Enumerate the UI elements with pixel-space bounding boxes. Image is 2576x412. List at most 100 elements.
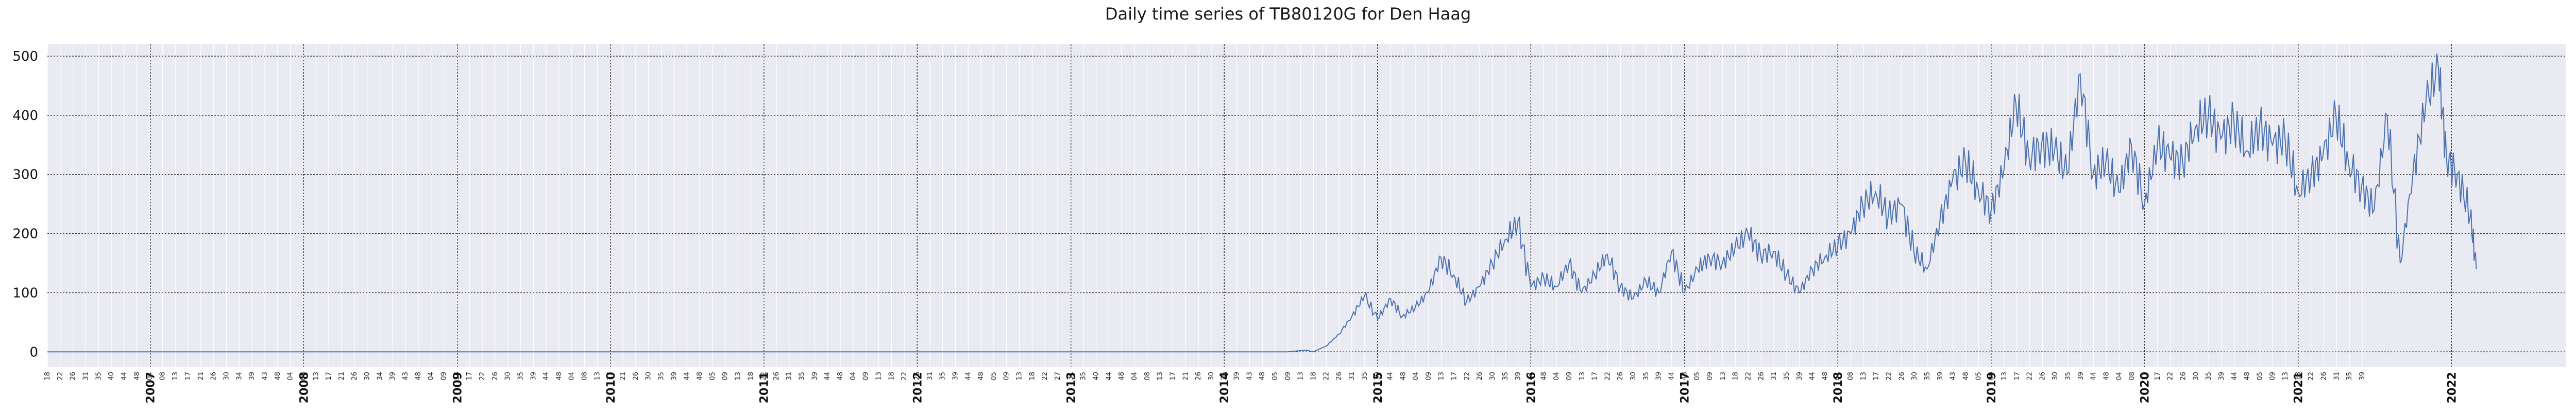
x-tick-week-label: 18	[1732, 372, 1740, 381]
x-tick-week-label: 13	[1719, 372, 1727, 381]
x-tick-week-label: 04	[1412, 372, 1420, 381]
x-tick-week-label: 22	[479, 372, 486, 381]
x-tick-week-label: 13	[1016, 372, 1024, 381]
x-tick-year-label: 2019	[1986, 372, 1998, 403]
x-tick-week-label: 35	[939, 372, 947, 381]
x-tick-week-label: 39	[1233, 372, 1241, 381]
x-tick-week-label: 17	[1169, 372, 1177, 381]
x-tick-week-label: 05	[709, 372, 717, 381]
x-tick-week-label: 30	[1911, 372, 1919, 381]
x-tick-week-label: 26	[2320, 372, 2328, 381]
x-tick-week-label: 30	[504, 372, 512, 381]
x-tick-week-label: 08	[2128, 372, 2136, 381]
x-tick-week-label: 26	[2179, 372, 2187, 381]
series-layer	[47, 53, 2477, 353]
x-tick-week-label: 35	[658, 372, 666, 381]
x-tick-week-label: 18	[1028, 372, 1036, 381]
x-tick-week-label: 39	[670, 372, 678, 381]
x-tick-week-label: 48	[133, 372, 141, 381]
x-tick-week-label: 09	[722, 372, 730, 381]
x-tick-week-label: 05	[1693, 372, 1701, 381]
x-tick-week-label: 48	[696, 372, 704, 381]
x-tick-week-label: 30	[1489, 372, 1497, 381]
x-tick-year-label: 2017	[1679, 372, 1692, 403]
x-tick-week-label: 21	[338, 372, 346, 381]
x-tick-week-label: 22	[1323, 372, 1330, 381]
x-tick-week-label: 26	[1476, 372, 1484, 381]
x-tick-week-label: 26	[1335, 372, 1343, 381]
x-tick-week-label: 48	[1540, 372, 1548, 381]
x-tick-week-label: 44	[1105, 372, 1113, 381]
x-tick-week-label: 39	[1515, 372, 1522, 381]
x-tick-week-label: 44	[964, 372, 972, 381]
x-tick-week-label: 18	[44, 372, 52, 381]
x-tick-week-label: 44	[2231, 372, 2239, 381]
x-tick-week-label: 17	[2154, 372, 2162, 381]
x-tick-week-label: 08	[159, 372, 166, 381]
x-tick-week-label: 04	[1553, 372, 1561, 381]
x-tick-week-label: 05	[1272, 372, 1279, 381]
x-tick-week-label: 13	[2282, 372, 2290, 381]
x-axis: 18 22 26 31 35 40 44 48 04 08 13 17 21 26 30 34 39 43 48 04…	[44, 372, 2459, 403]
x-tick-week-label: 35	[2205, 372, 2213, 381]
x-tick-week-label: 39	[1796, 372, 1804, 381]
x-tick-week-label: 31	[786, 372, 793, 381]
x-tick-week-label: 22	[1041, 372, 1049, 381]
major-gridlines	[47, 44, 2566, 367]
y-axis: 0 100 200 300 400 500	[12, 49, 38, 360]
x-tick-week-label: 31	[1348, 372, 1356, 381]
x-tick-week-label: 34	[235, 372, 243, 381]
x-tick-week-label: 13	[734, 372, 742, 381]
x-tick-week-label: 26	[1757, 372, 1765, 381]
x-tick-week-label: 26	[1898, 372, 1906, 381]
x-tick-week-label: 26	[492, 372, 499, 381]
x-tick-week-label: 30	[2192, 372, 2200, 381]
x-tick-week-label: 43	[1246, 372, 1253, 381]
x-tick-week-label: 26	[70, 372, 77, 381]
x-tick-week-label: 35	[1783, 372, 1791, 381]
x-tick-year-label: 2013	[1065, 372, 1078, 403]
x-tick-week-label: 35	[2064, 372, 2072, 381]
x-tick-week-label: 08	[1847, 372, 1855, 381]
x-tick-week-label: 17	[1591, 372, 1599, 381]
x-tick-week-label: 04	[2115, 372, 2123, 381]
x-tick-week-label: 09	[1003, 372, 1011, 381]
x-tick-week-label: 13	[1297, 372, 1305, 381]
x-tick-week-label: 04	[1131, 372, 1139, 381]
x-tick-year-label: 2007	[145, 372, 158, 403]
x-tick-week-label: 09	[2269, 372, 2277, 381]
x-tick-week-label: 48	[1259, 372, 1266, 381]
x-tick-week-label: 13	[2141, 372, 2149, 381]
chart-title: Daily time series of TB80120G for Den Ha…	[1105, 4, 1471, 24]
x-tick-week-label: 35	[517, 372, 524, 381]
x-tick-week-label: 08	[1144, 372, 1151, 381]
x-tick-week-label: 13	[2001, 372, 2008, 381]
y-tick-label: 100	[12, 285, 38, 301]
y-tick-label: 200	[12, 227, 38, 242]
x-tick-week-label: 08	[581, 372, 589, 381]
x-tick-week-label: 04	[850, 372, 857, 381]
x-tick-week-label: 26	[773, 372, 781, 381]
x-tick-week-label: 48	[1821, 372, 1829, 381]
x-tick-week-label: 09	[440, 372, 448, 381]
x-tick-week-label: 34	[376, 372, 384, 381]
x-tick-week-label: 13	[453, 372, 461, 381]
x-tick-week-label: 44	[1527, 372, 1535, 381]
x-tick-week-label: 26	[2039, 372, 2046, 381]
x-tick-week-label: 44	[543, 372, 550, 381]
x-tick-week-label: 35	[1221, 372, 1228, 381]
x-tick-week-label: 04	[1834, 372, 1842, 381]
x-tick-week-label: 39	[389, 372, 397, 381]
x-tick-week-label: 21	[1182, 372, 1190, 381]
x-tick-week-label: 13	[875, 372, 883, 381]
x-tick-week-label: 30	[1630, 372, 1637, 381]
x-tick-year-label: 2015	[1372, 372, 1385, 403]
x-tick-week-label: 39	[2359, 372, 2366, 381]
x-tick-week-label: 22	[1604, 372, 1612, 381]
x-tick-week-label: 35	[1642, 372, 1650, 381]
x-tick-week-label: 44	[1668, 372, 1676, 381]
x-tick-week-label: 22	[760, 372, 768, 381]
x-tick-week-label: 44	[683, 372, 691, 381]
x-tick-week-label: 13	[1579, 372, 1586, 381]
